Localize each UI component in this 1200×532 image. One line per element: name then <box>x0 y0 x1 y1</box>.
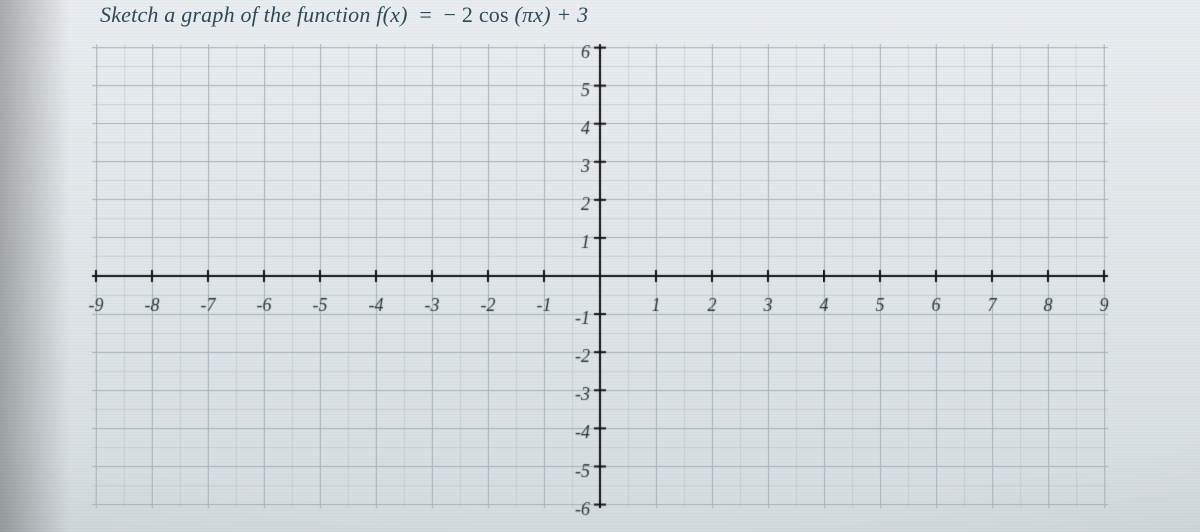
y-tick-label: 3 <box>580 156 590 176</box>
prompt-rhs-c: (πx) + 3 <box>514 2 588 27</box>
x-tick-label: 2 <box>708 295 717 315</box>
x-tick-label: -9 <box>88 295 103 315</box>
prompt-equals: = <box>413 2 443 27</box>
x-tick-label: 1 <box>652 295 661 315</box>
x-tick-label: 3 <box>763 295 773 315</box>
y-tick-label: 6 <box>581 42 590 62</box>
y-tick-label: -3 <box>575 384 590 404</box>
question-prompt: Sketch a graph of the function f(x) = − … <box>100 2 588 28</box>
y-tick-label: -2 <box>575 346 590 366</box>
x-tick-label: -5 <box>312 295 327 315</box>
x-tick-label: 6 <box>932 295 941 315</box>
x-tick-label: 9 <box>1100 295 1109 315</box>
x-tick-label: -1 <box>536 295 551 315</box>
y-tick-label: -5 <box>575 461 590 481</box>
coordinate-grid: -9 -8 -7 -6 -5 -4 -3 -2 -1 1 2 3 4 5 6 7 8 9 6 5 4 3 2 1 -1 -2 -3 -… <box>60 30 1141 522</box>
x-tick-label: -3 <box>424 295 439 315</box>
y-tick-label: 2 <box>581 194 590 214</box>
y-tick-label: -6 <box>575 499 590 519</box>
y-tick-label: 1 <box>581 232 590 252</box>
x-tick-label: 7 <box>988 295 998 315</box>
x-tick-label: 5 <box>876 295 885 315</box>
x-tick-label: -7 <box>200 295 216 315</box>
x-tick-label: -2 <box>480 295 495 315</box>
prompt-text: Sketch a graph of the function <box>100 2 376 27</box>
y-tick-label: -1 <box>575 308 590 328</box>
y-tick-label: 5 <box>581 80 590 100</box>
prompt-rhs-a: − 2 <box>444 2 474 27</box>
x-tick-label: -8 <box>144 295 159 315</box>
x-tick-label: 4 <box>820 295 829 315</box>
x-tick-label: -4 <box>368 295 383 315</box>
chart-container: -9 -8 -7 -6 -5 -4 -3 -2 -1 1 2 3 4 5 6 7 8 9 6 5 4 3 2 1 -1 -2 -3 -… <box>60 30 1140 522</box>
x-tick-label: 8 <box>1044 295 1053 315</box>
prompt-fx: f(x) <box>376 2 407 27</box>
x-tick-label: -6 <box>256 295 271 315</box>
axes <box>92 44 1109 509</box>
y-tick-label: 4 <box>581 118 590 138</box>
y-tick-label: -4 <box>575 422 590 442</box>
prompt-rhs-b: cos <box>479 2 509 27</box>
